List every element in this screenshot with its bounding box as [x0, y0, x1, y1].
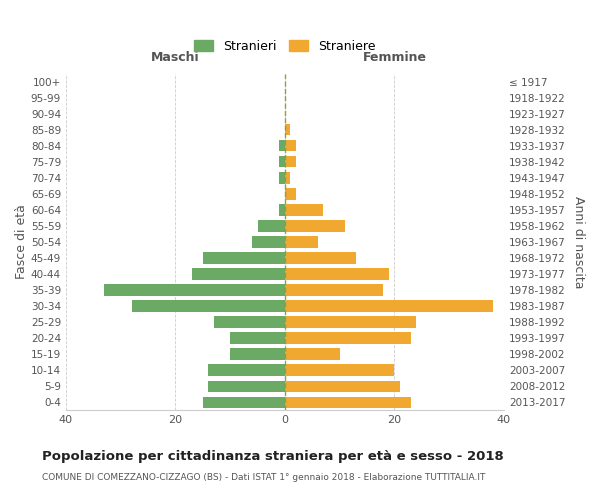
Text: COMUNE DI COMEZZANO-CIZZAGO (BS) - Dati ISTAT 1° gennaio 2018 - Elaborazione TUT: COMUNE DI COMEZZANO-CIZZAGO (BS) - Dati …	[42, 472, 485, 482]
Bar	[285, 364, 394, 376]
Bar	[285, 316, 416, 328]
Bar	[285, 380, 400, 392]
Text: Popolazione per cittadinanza straniera per età e sesso - 2018: Popolazione per cittadinanza straniera p…	[42, 450, 504, 463]
Bar	[285, 156, 296, 168]
Bar	[280, 204, 285, 216]
Bar	[280, 156, 285, 168]
Bar	[285, 124, 290, 136]
Bar	[104, 284, 285, 296]
Bar	[285, 236, 318, 248]
Text: Femmine: Femmine	[362, 51, 427, 64]
Legend: Stranieri, Straniere: Stranieri, Straniere	[191, 36, 379, 57]
Bar	[230, 348, 285, 360]
Bar	[285, 188, 296, 200]
Bar	[203, 396, 285, 407]
Bar	[230, 332, 285, 344]
Bar	[208, 380, 285, 392]
Text: Maschi: Maschi	[151, 51, 200, 64]
Bar	[285, 284, 383, 296]
Bar	[285, 172, 290, 184]
Bar	[285, 204, 323, 216]
Y-axis label: Fasce di età: Fasce di età	[15, 204, 28, 280]
Bar	[257, 220, 285, 232]
Bar	[131, 300, 285, 312]
Bar	[285, 332, 411, 344]
Bar	[214, 316, 285, 328]
Bar	[280, 140, 285, 151]
Y-axis label: Anni di nascita: Anni di nascita	[572, 196, 585, 288]
Bar	[252, 236, 285, 248]
Bar	[192, 268, 285, 280]
Bar	[285, 348, 340, 360]
Bar	[285, 268, 389, 280]
Bar	[280, 172, 285, 184]
Bar	[208, 364, 285, 376]
Bar	[285, 252, 356, 264]
Bar	[285, 220, 345, 232]
Bar	[203, 252, 285, 264]
Bar	[285, 300, 493, 312]
Bar	[285, 396, 411, 407]
Bar	[285, 140, 296, 151]
